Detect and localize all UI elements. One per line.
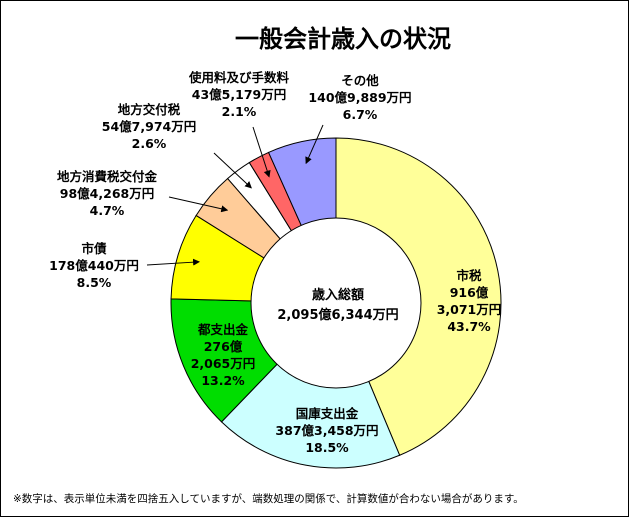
slice-percent: 2.1%	[222, 104, 257, 119]
slice-percent: 4.7%	[90, 203, 125, 218]
leader-line-7	[305, 124, 324, 165]
leader-lines	[146, 124, 324, 266]
slice-label-toshishutsu: 都支出金 276億 2,065万円 13.2%	[191, 322, 256, 388]
slice-name: 市債	[81, 241, 107, 256]
slice-name: 地方交付税	[118, 102, 181, 117]
slice-percent: 13.2%	[201, 373, 245, 388]
slice-label-shiyoryo: 使用料及び手数料 43億5,179万円 2.1%	[188, 70, 290, 119]
leader-line-5	[213, 152, 252, 189]
slice-amount: 43億5,179万円	[192, 87, 286, 102]
footnote: ※数字は、表示単位未満を四捨五入していますが、端数処理の関係で、計算数値が合わな…	[13, 492, 524, 505]
slice-percent: 43.7%	[447, 319, 491, 334]
slice-amount: 98億4,268万円	[60, 186, 154, 201]
slice-label-kokko: 国庫支出金 387億3,458万円 18.5%	[275, 406, 378, 455]
slice-label-chihokofuzei: 地方交付税 54億7,974万円 2.6%	[102, 102, 196, 151]
chart-title: 一般会計歳入の状況	[235, 25, 451, 53]
slice-amount-line2: 3,071万円	[437, 302, 502, 317]
slice-label-shisai: 市債 178億440万円 8.5%	[49, 241, 139, 290]
slice-name: 使用料及び手数料	[188, 70, 290, 85]
slice-amount-line2: 2,065万円	[191, 356, 256, 371]
slice-label-sonota: その他 140億9,889万円 6.7%	[308, 73, 411, 122]
leader-line-6	[252, 126, 271, 178]
slice-amount: 178億440万円	[49, 258, 139, 273]
slice-name: 市税	[456, 268, 482, 283]
slice-name: その他	[341, 73, 379, 88]
pie-slice-1	[220, 302, 401, 469]
slice-amount-line1: 916億	[450, 285, 489, 300]
leader-line-4	[168, 196, 229, 213]
slice-name: 国庫支出金	[296, 406, 359, 421]
slice-percent: 6.7%	[343, 107, 378, 122]
slice-label-chihoshohizei: 地方消費税交付金 98億4,268万円 4.7%	[57, 169, 158, 218]
slice-percent: 2.6%	[132, 136, 167, 151]
slice-amount-line1: 276億	[204, 339, 243, 354]
leader-line-3	[146, 258, 201, 266]
slice-percent: 8.5%	[77, 275, 112, 290]
slice-amount: 387億3,458万円	[275, 423, 378, 438]
center-value: 2,095億6,344万円	[277, 307, 398, 323]
slice-name: 地方消費税交付金	[57, 169, 158, 184]
center-title: 歳入総額	[312, 287, 364, 303]
slice-amount: 54億7,974万円	[102, 119, 196, 134]
donut-hole	[250, 217, 422, 389]
slice-percent: 18.5%	[305, 440, 349, 455]
slice-label-shizei: 市税 916億 3,071万円 43.7%	[437, 268, 502, 334]
slice-amount: 140億9,889万円	[308, 90, 411, 105]
slice-name: 都支出金	[197, 322, 249, 337]
